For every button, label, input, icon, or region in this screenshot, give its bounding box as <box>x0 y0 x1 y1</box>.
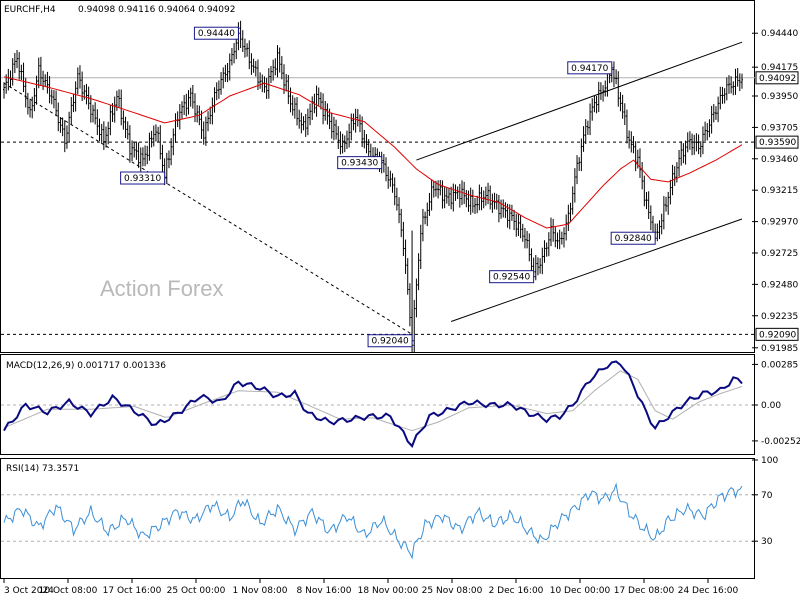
annotation-label: 0.92840 <box>615 234 652 244</box>
annotation-label: 0.92040 <box>371 337 408 347</box>
rsi-panel-frame <box>0 458 755 579</box>
annotation-label: 0.93310 <box>124 174 161 184</box>
x-tick-label: 24 Dec 16:00 <box>678 586 739 596</box>
macd-y-tick-label: 0.00285 <box>761 360 798 370</box>
x-tick-label: 25 Oct 00:00 <box>167 586 226 596</box>
trendline <box>450 218 743 323</box>
rsi-layer <box>1 482 755 560</box>
y-tick-label: 0.93460 <box>761 155 798 165</box>
moving-average-line <box>3 76 743 229</box>
macd-signal-line <box>3 370 743 432</box>
rsi-y-tick-label: 100 <box>761 456 778 466</box>
macd-y-tick-label: 0.00 <box>761 401 781 411</box>
x-tick-label: 2 Dec 16:00 <box>489 586 544 596</box>
y-tick-label: 0.91985 <box>761 344 798 354</box>
price-tag-label: 0.94092 <box>759 74 796 84</box>
y-tick-label: 0.92235 <box>761 312 798 322</box>
rsi-line <box>3 482 743 560</box>
x-tick-label: 10 Oct 08:00 <box>39 586 98 596</box>
y-tick-label: 0.93950 <box>761 92 798 102</box>
x-tick-label: 8 Nov 16:00 <box>297 586 352 596</box>
x-tick-label: 10 Dec 00:00 <box>550 586 611 596</box>
x-tick-label: 3 Oct 2024 <box>4 586 54 596</box>
main-chart-layer: 0.94440 0.93310 0.93430 0.92040 0.94170 0.925… <box>1 20 755 353</box>
annotation-label: 0.94170 <box>571 64 608 74</box>
price-tag-box <box>755 71 799 85</box>
macd-title: MACD(12,26,9) 0.001717 0.001336 <box>6 361 166 371</box>
rsi-title: RSI(14) 73.3571 <box>6 464 79 474</box>
rsi-y-tick-label: 70 <box>761 491 773 501</box>
y-tick-label: 0.93215 <box>761 186 798 196</box>
x-tick-label: 17 Oct 16:00 <box>103 586 162 596</box>
annotation-label: 0.94440 <box>198 29 235 39</box>
y-tick-label: 0.92970 <box>761 218 798 228</box>
chart-symbol: EURCHF,H4 <box>4 5 56 15</box>
y-tick-label: 0.93705 <box>761 123 798 133</box>
macd-layer <box>1 360 755 448</box>
axis-layer: 0.94440 0.94175 0.93950 0.93705 0.93460 0.932… <box>3 29 800 596</box>
x-tick-label: 25 Nov 08:00 <box>422 586 483 596</box>
x-tick-label: 17 Dec 08:00 <box>614 586 675 596</box>
trendline <box>416 41 743 161</box>
y-tick-label: 0.94175 <box>761 63 798 73</box>
y-tick-label: 0.92725 <box>761 249 798 259</box>
price-tag-label: 0.92090 <box>759 330 796 340</box>
x-tick-label: 1 Nov 08:00 <box>233 586 288 596</box>
price-tag-box <box>755 135 799 149</box>
y-tick-label: 0.92480 <box>761 280 798 290</box>
trendline <box>3 82 413 335</box>
watermark: Action Forex <box>100 276 224 301</box>
annotation-label: 0.93430 <box>341 159 378 169</box>
annotation-label: 0.92540 <box>493 273 530 283</box>
y-tick-label: 0.94440 <box>761 29 798 39</box>
price-tag-box <box>755 327 799 341</box>
x-tick-label: 18 Nov 00:00 <box>358 586 419 596</box>
price-tag-label: 0.93590 <box>759 138 796 148</box>
chart-ohlc: 0.94098 0.94116 0.94064 0.94092 <box>78 5 235 15</box>
rsi-y-tick-label: 30 <box>761 537 773 547</box>
macd-line <box>3 360 743 448</box>
